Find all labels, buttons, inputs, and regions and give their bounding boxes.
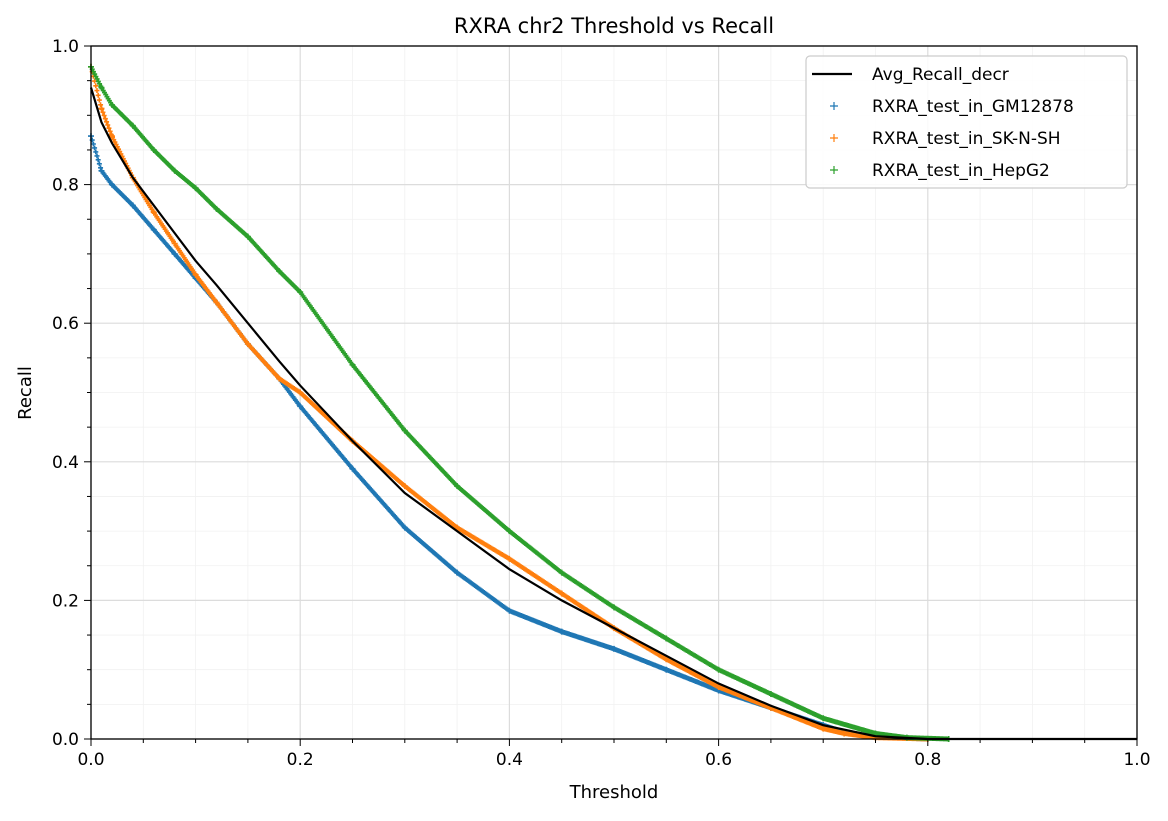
- series-layer: [88, 63, 1137, 742]
- x-tick-label: 1.0: [1123, 750, 1150, 770]
- x-tick-label: 0.4: [496, 750, 523, 770]
- legend-swatch: [830, 102, 838, 110]
- y-tick-label: 0.8: [52, 176, 79, 196]
- axis-ticks: [84, 45, 1138, 746]
- x-tick-label: 0.8: [914, 750, 941, 770]
- x-tick-label: 0.2: [287, 750, 314, 770]
- minor-gridlines: [91, 46, 1137, 739]
- chart-title: RXRA chr2 Threshold vs Recall: [454, 14, 774, 38]
- y-tick-label: 0.6: [52, 314, 79, 334]
- y-tick-label: 0.4: [52, 453, 79, 473]
- tick-labels: 0.0 0.2 0.4 0.6 0.8 1.0 0.0 0.2 0.4 0.6 0.8 1.0: [52, 37, 1151, 770]
- legend-label: RXRA_test_in_SK-N-SH: [872, 129, 1061, 149]
- x-tick-label: 0.0: [77, 750, 104, 770]
- legend-item-avg-recall-decr: Avg_Recall_decr: [812, 65, 1009, 85]
- y-axis-title: Recall: [15, 366, 36, 420]
- x-axis-title: Threshold: [569, 782, 659, 803]
- legend-swatch: [830, 166, 838, 174]
- y-tick-label: 0.0: [52, 730, 79, 750]
- legend-label: RXRA_test_in_HepG2: [872, 161, 1050, 181]
- y-tick-label: 1.0: [52, 37, 79, 57]
- legend-swatch: [830, 134, 838, 142]
- legend: Avg_Recall_decr RXRA_test_in_GM12878 RXRA_…: [805, 55, 1128, 189]
- legend-item-rxra-test-in-hepg2: RXRA_test_in_HepG2: [830, 161, 1050, 181]
- legend-item-rxra-test-in-gm12878: RXRA_test_in_GM12878: [830, 97, 1074, 117]
- line-avg-recall-decr: [89, 87, 1137, 741]
- legend-label: Avg_Recall_decr: [872, 65, 1009, 85]
- y-tick-label: 0.2: [52, 591, 79, 611]
- legend-item-rxra-test-in-sk-n-sh: RXRA_test_in_SK-N-SH: [830, 129, 1061, 149]
- x-tick-label: 0.6: [705, 750, 732, 770]
- legend-label: RXRA_test_in_GM12878: [872, 97, 1074, 117]
- legend-box: [805, 55, 1128, 189]
